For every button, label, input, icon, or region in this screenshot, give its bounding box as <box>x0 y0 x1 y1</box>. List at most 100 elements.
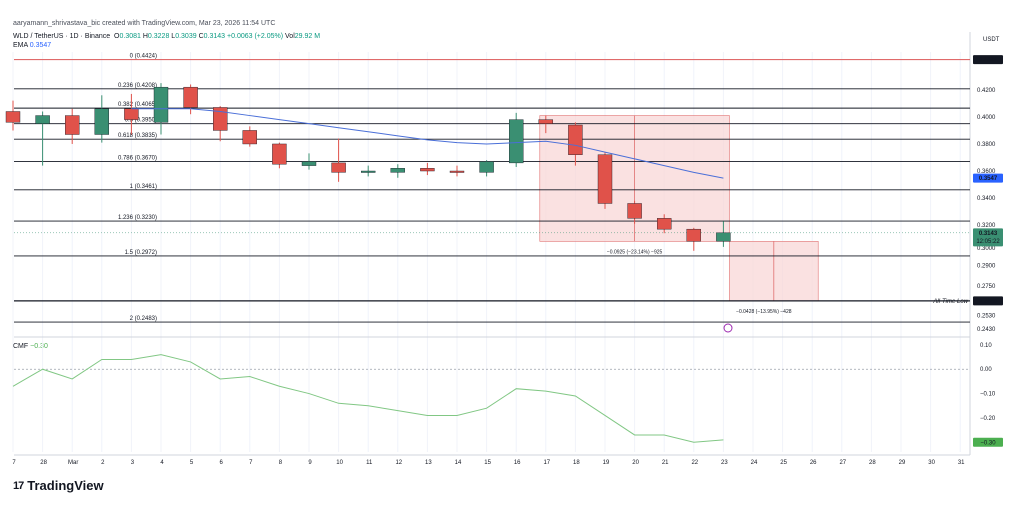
time-tick: 7 <box>12 460 16 466</box>
time-tick: 28 <box>40 460 47 466</box>
ohlc-o-label: O <box>114 33 120 40</box>
time-tick: Mar <box>68 460 78 466</box>
price-tag-countdown: 12:05:22 <box>976 239 1000 245</box>
cmf-legend[interactable]: CMF −0.30 <box>13 343 48 350</box>
cmf-tick: 0.00 <box>980 367 992 373</box>
zone-2-label: −0.0428 (−13.95%) −428 <box>736 309 792 315</box>
price-tag-value: 0.3143 <box>979 231 998 237</box>
time-tick: 21 <box>662 460 669 466</box>
ema-line <box>131 108 724 179</box>
fib-label: 0.382 (0.4065) <box>118 102 157 108</box>
credit-line: aaryamann_shrivastava_bic created with T… <box>13 20 276 27</box>
cmf-value: −0.30 <box>30 343 48 350</box>
candle-body <box>35 115 50 124</box>
ohlc-h-label: H <box>142 33 148 40</box>
time-tick: 14 <box>455 460 462 466</box>
ohlc-close: 0.3143 <box>203 33 226 40</box>
time-tick: 17 <box>543 460 550 466</box>
ohlc-l-label: L <box>171 33 176 40</box>
cmf-label: CMF <box>13 343 29 350</box>
candle-body <box>390 168 405 173</box>
price-tick: 0.3000 <box>977 246 996 252</box>
price-tag-value: 0.4424 <box>979 58 998 64</box>
candle-body <box>686 228 701 242</box>
fib-label: 0.5 (0.3950) <box>125 118 157 124</box>
fib-label: 0.786 (0.3670) <box>118 156 157 162</box>
price-tick: 0.4200 <box>977 88 996 94</box>
time-tick: 4 <box>160 460 164 466</box>
candle-body <box>597 154 613 204</box>
alert-icon <box>723 323 733 333</box>
price-tick: 0.3400 <box>977 196 996 202</box>
candle-body <box>94 108 110 135</box>
time-tick: 30 <box>928 460 935 466</box>
time-tick: 10 <box>336 460 343 466</box>
cmf-tick: 0.10 <box>980 343 992 349</box>
time-tick: 2 <box>101 460 105 466</box>
time-tick: 18 <box>573 460 580 466</box>
time-tick: 31 <box>958 460 965 466</box>
fib-label: 1.236 (0.3230) <box>118 215 157 221</box>
fib-label: 0 (0.4424) <box>130 54 157 60</box>
fib-label: 1 (0.3461) <box>130 184 157 190</box>
candle-body <box>716 232 731 242</box>
symbol-label[interactable]: WLD / TetherUS · 1D · Binance <box>13 33 111 40</box>
price-tick: 0.3800 <box>977 142 996 148</box>
symbol-ohlc-line: WLD / TetherUS · 1D · Binance O0.3081 H0… <box>13 32 320 41</box>
candle-body <box>124 108 139 120</box>
cmf-tick: −0.20 <box>980 416 996 422</box>
time-tick: 7 <box>249 460 253 466</box>
fib-label: 1.5 (0.2972) <box>125 250 157 256</box>
candle-body <box>331 162 346 173</box>
time-tick: 22 <box>691 460 698 466</box>
cmf-line <box>12 354 724 443</box>
ohlc-open: 0.3081 <box>119 33 141 40</box>
price-tag-value: 0.3547 <box>979 176 998 182</box>
ema-legend[interactable]: EMA 0.3547 <box>13 41 51 50</box>
cmf-tick: −0.10 <box>980 392 996 398</box>
candle-body <box>509 119 524 164</box>
price-tick: 0.3600 <box>977 169 996 175</box>
price-tag-bg <box>973 173 1003 183</box>
all-time-low-label: All-Time Low <box>932 299 968 305</box>
time-tick: 26 <box>810 460 817 466</box>
price-tick: 0.2530 <box>977 314 996 320</box>
price-tick: 0.2750 <box>977 284 996 290</box>
time-tick: 24 <box>751 460 758 466</box>
cmf-tag-value: −0.30 <box>980 440 996 446</box>
ohlc-change: +0.0063 (+2.05%) <box>227 33 284 40</box>
ema-value: 0.3547 <box>29 42 52 49</box>
price-tick: 0.3200 <box>977 223 996 229</box>
time-tick: 23 <box>721 460 728 466</box>
candle-body <box>627 203 642 219</box>
candle-body <box>301 161 317 166</box>
time-tick: 28 <box>869 460 876 466</box>
candle-body <box>64 115 80 135</box>
time-tick: 16 <box>514 460 521 466</box>
price-tag-bg <box>973 55 1003 65</box>
zone-1-label: −0.0925 (−23.14%) −925 <box>607 249 663 255</box>
time-tick: 8 <box>279 460 283 466</box>
volume-label: Vol <box>285 33 295 40</box>
time-tick: 19 <box>603 460 610 466</box>
candle-body <box>183 86 198 108</box>
tradingview-brand[interactable]: 17 TradingView <box>13 478 104 493</box>
candle-body <box>420 168 435 172</box>
candle-body <box>272 143 287 165</box>
price-tag-bg <box>973 296 1003 306</box>
time-tick: 3 <box>131 460 135 466</box>
price-tick: 0.2900 <box>977 264 996 270</box>
time-tick: 6 <box>220 460 224 466</box>
brand-name: TradingView <box>27 478 104 493</box>
time-tick: 29 <box>899 460 906 466</box>
tradingview-logo-icon: 17 <box>13 479 24 492</box>
time-tick: 20 <box>632 460 639 466</box>
ohlc-c-label: C <box>198 33 204 40</box>
ohlc-high: 0.3228 <box>147 33 170 40</box>
candle-body <box>242 130 258 145</box>
candle-body <box>212 107 228 131</box>
candle-body <box>361 170 376 173</box>
candle-body <box>538 119 553 124</box>
